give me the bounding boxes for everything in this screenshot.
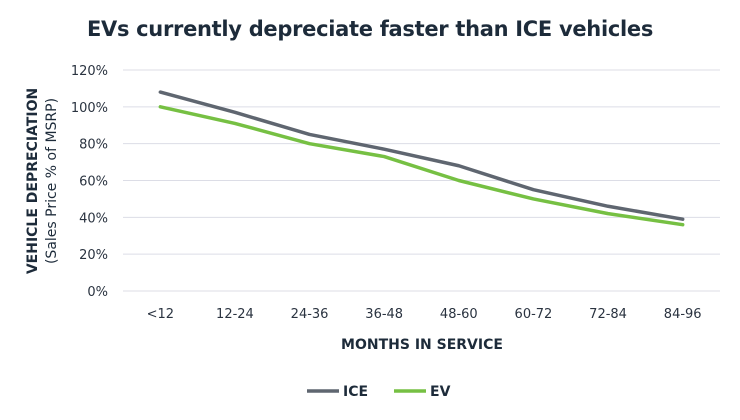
x-tick-label: 84-96 [664,307,702,322]
x-tick-label: 12-24 [216,307,254,322]
x-tick-labels: <12 12-24 24-36 36-48 48-60 60-72 72-84 84-96 [147,307,702,322]
y-tick-label: 0% [87,285,108,300]
y-tick-label: 100% [71,101,108,116]
x-tick-label: 60-72 [515,307,553,322]
legend-item-ice: ICE [307,384,368,400]
y-axis-label: VEHICLE DEPRECIATION [25,88,41,274]
x-tick-label: 24-36 [291,307,329,322]
legend-item-ev: EV [394,384,451,400]
series-lines [158,90,685,227]
series-line-ev [158,105,685,227]
y-tick-label: 80% [79,138,108,153]
legend-label: EV [430,384,451,400]
y-tick-labels: 0% 20% 40% 60% 80% 100% 120% [71,64,108,300]
y-axis-sublabel: (Sales Price % of MSRP) [44,98,60,264]
y-tick-label: 120% [71,64,108,79]
x-tick-label: <12 [147,307,174,322]
legend-label: ICE [343,384,368,400]
series-line-ice [158,90,685,221]
y-tick-label: 20% [79,248,108,263]
x-tick-label: 48-60 [440,307,478,322]
legend: ICE EV [307,384,451,400]
x-axis-label: MONTHS IN SERVICE [341,337,503,353]
y-tick-label: 60% [79,175,108,190]
x-tick-label: 72-84 [589,307,627,322]
x-tick-label: 36-48 [365,307,403,322]
y-tick-label: 40% [79,211,108,226]
gridlines [123,69,720,292]
chart-title: EVs currently depreciate faster than ICE… [86,17,654,41]
